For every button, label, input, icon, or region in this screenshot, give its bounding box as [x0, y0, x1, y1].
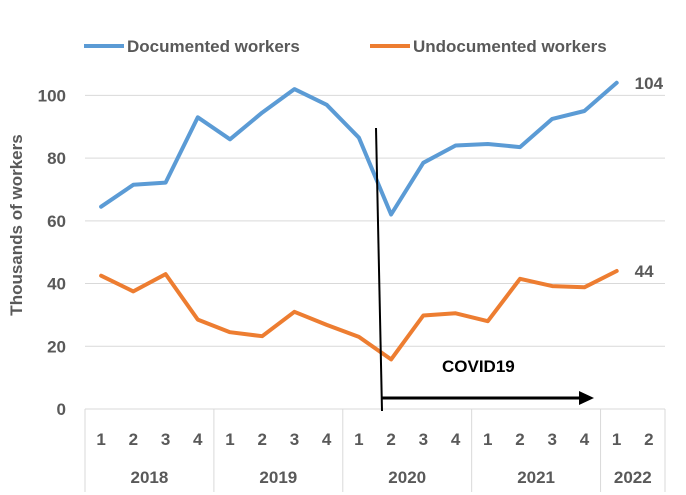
y-axis-title: Thousands of workers: [7, 134, 26, 315]
y-tick-label: 100: [38, 86, 66, 105]
series-line-undocumented: [99, 269, 619, 362]
x-tick-label: 4: [322, 430, 332, 449]
data-label: 44: [635, 262, 654, 281]
y-tick-label: 80: [47, 149, 66, 168]
y-tick-label: 0: [57, 400, 66, 419]
x-tick-label: 1: [225, 430, 234, 449]
covid-label: COVID19: [442, 357, 515, 376]
legend-label: Documented workers: [127, 37, 300, 56]
y-tick-label: 20: [47, 337, 66, 356]
covid-annotation: COVID19: [375, 127, 594, 412]
x-tick-label: 2: [129, 430, 138, 449]
x-tick-label: 1: [354, 430, 363, 449]
x-tick-label: 4: [193, 430, 203, 449]
year-label: 2022: [614, 468, 652, 487]
x-tick-label: 1: [483, 430, 492, 449]
gridlines: [85, 94, 665, 347]
x-tick-label: 4: [451, 430, 461, 449]
x-tick-label: 3: [161, 430, 170, 449]
x-tick-label: 1: [612, 430, 621, 449]
x-tick-label: 3: [419, 430, 428, 449]
covid-arrow-head: [579, 391, 594, 405]
year-label: 2019: [259, 468, 297, 487]
covid-marker-line: [375, 127, 383, 412]
axes: 0 20 40 60 80 100 1 2 3 4 1 2 3 4 1 2 3 4 1 2 3 4 1 2 2018 2019 20…: [38, 86, 666, 492]
legend: Documented workers Undocumented workers: [84, 37, 607, 56]
x-tick-label: 4: [580, 430, 590, 449]
y-tick-label: 60: [47, 212, 66, 231]
x-tick-label: 1: [96, 430, 105, 449]
data-label: 104: [635, 74, 664, 93]
x-tick-label: 3: [547, 430, 556, 449]
y-tick-label: 40: [47, 275, 66, 294]
year-label: 2018: [131, 468, 169, 487]
series-line-documented: [99, 80, 619, 217]
year-label: 2020: [388, 468, 426, 487]
series-layer: 104 44: [99, 74, 664, 362]
x-tick-label: 2: [386, 430, 395, 449]
x-tick-label: 2: [644, 430, 653, 449]
x-tick-label: 3: [290, 430, 299, 449]
x-tick-label: 2: [515, 430, 524, 449]
legend-label: Undocumented workers: [413, 37, 607, 56]
year-label: 2021: [517, 468, 555, 487]
x-tick-label: 2: [257, 430, 266, 449]
